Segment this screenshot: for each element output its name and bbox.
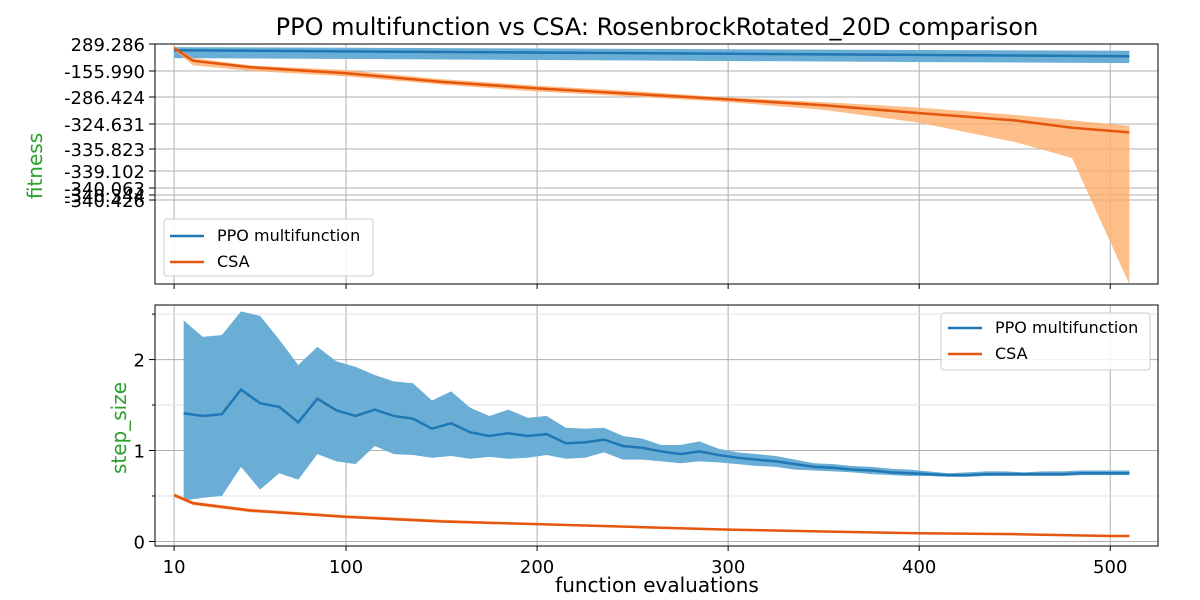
fitness-subplot: 289.286-155.990-286.424-324.631-335.823-… [23, 35, 1159, 289]
fitness-y-tick-label: -339.102 [64, 162, 145, 183]
step-size-y-ticks: 0 1 2 [134, 313, 155, 553]
fitness-y-tick-label: -155.990 [64, 62, 145, 83]
fitness-line-csa [173, 46, 1130, 134]
step-size-lines [173, 387, 1130, 538]
fitness-legend-label: CSA [217, 252, 250, 271]
fitness-y-tick-label: -340.063 [64, 179, 145, 200]
x-tick-label: 200 [520, 557, 554, 578]
chart-title: PPO multifunction vs CSA: RosenbrockRota… [276, 13, 1039, 41]
x-tick-label: 500 [1093, 557, 1127, 578]
step-size-line-ppo [183, 387, 1130, 477]
step-size-legend: PPO multifunction CSA [940, 312, 1151, 371]
fitness-legend: PPO multifunction CSA [163, 218, 374, 277]
x-axis-label: function evaluations [555, 573, 759, 597]
fitness-axes-frame [154, 43, 1159, 285]
step-size-legend-label: CSA [995, 344, 1028, 363]
step-size-legend-frame [940, 312, 1151, 371]
fitness-y-tick-label: -286.424 [64, 88, 145, 109]
step-size-line-csa [173, 493, 1130, 538]
step-size-subplot: 0 1 2 10 100 200 300 400 500 step_size PPO mult… [107, 304, 1159, 578]
fitness-lines [173, 46, 1130, 134]
step-size-axes-frame [154, 304, 1159, 547]
fitness-y-tick-label: -335.823 [64, 140, 145, 161]
fitness-legend-frame [163, 218, 374, 277]
fitness-y-tick-label: -324.631 [64, 115, 145, 136]
step-size-band-ppo [183, 311, 1130, 501]
x-tick-label: 10 [163, 557, 186, 578]
x-tick-label: 100 [329, 557, 363, 578]
fitness-y-tick-label: -340.344 [64, 186, 145, 207]
x-tick-label: 400 [902, 557, 936, 578]
fitness-line-ppo [174, 49, 1130, 58]
fitness-y-tick-label: 289.286 [71, 35, 145, 56]
step-size-x-ticks: 10 100 200 300 400 500 [163, 546, 1127, 578]
fitness-y-ticks: 289.286-155.990-286.424-324.631-335.823-… [64, 35, 155, 212]
fitness-x-ticks [173, 284, 1111, 289]
step-size-legend-label: PPO multifunction [995, 318, 1138, 337]
step-size-y-tick-label: 1 [134, 442, 145, 463]
x-tick-label: 300 [711, 557, 745, 578]
fitness-legend-label: PPO multifunction [217, 226, 360, 245]
step-size-y-tick-label: 0 [134, 532, 145, 553]
fitness-y-tick-label: -340.426 [64, 191, 145, 212]
fitness-y-axis-label: fitness [23, 133, 47, 199]
step-size-y-tick-label: 2 [134, 351, 145, 372]
step-size-y-axis-label: step_size [107, 382, 131, 474]
